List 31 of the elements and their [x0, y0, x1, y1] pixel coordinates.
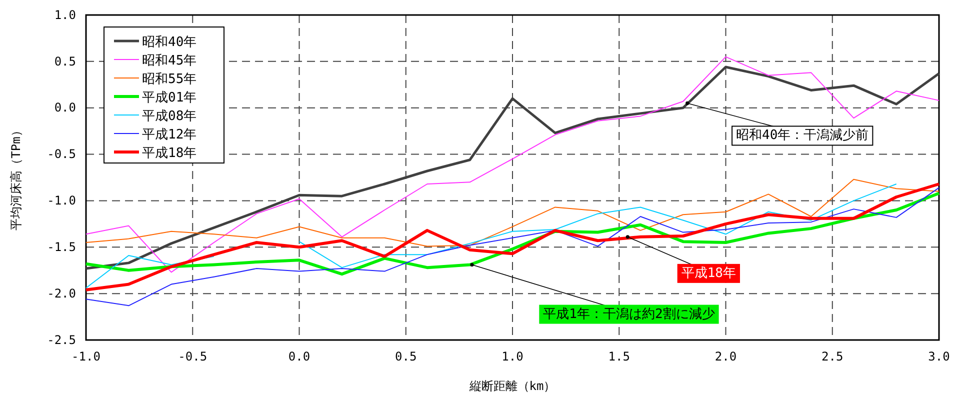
legend-label: 平成01年 — [142, 90, 197, 106]
annotation: 平成18年 — [681, 266, 736, 281]
legend-label: 平成18年 — [142, 146, 197, 161]
x-tick-label: 0.0 — [288, 350, 310, 364]
legend-label: 昭和40年 — [142, 35, 197, 50]
x-tick-label: 3.0 — [928, 350, 950, 364]
x-axis-title: 縦断距離（km） — [468, 379, 556, 393]
y-axis-title: 平均河床高（TPm） — [9, 124, 23, 230]
y-tick-label: 0.0 — [54, 100, 76, 115]
y-tick-label: -0.5 — [47, 147, 76, 162]
y-tick-label: -2.0 — [47, 286, 76, 300]
y-tick-label: -1.5 — [47, 240, 76, 254]
x-tick-label: -1.0 — [72, 350, 100, 364]
legend-label: 昭和55年 — [142, 72, 197, 87]
line-series — [86, 187, 940, 306]
x-tick-label: 2.0 — [714, 350, 737, 364]
y-tick-label: 0.5 — [54, 54, 76, 68]
x-tick-label: 0.5 — [395, 350, 417, 364]
y-tick-label: -2.5 — [47, 332, 76, 347]
annotation: 平成1年：干潟は約2割に減少 — [543, 306, 715, 322]
x-tick-label: 2.5 — [822, 350, 844, 364]
annotation: 昭和40年：干潟減少前 — [736, 128, 869, 144]
legend-label: 平成08年 — [142, 109, 197, 124]
y-tick-label: -1.0 — [47, 194, 76, 208]
x-tick-label: 1.5 — [608, 350, 630, 364]
legend-label: 平成12年 — [142, 128, 197, 142]
legend-label: 昭和45年 — [142, 54, 197, 68]
y-tick-label: 1.0 — [54, 8, 76, 22]
x-tick-label: 1.0 — [502, 350, 524, 364]
x-tick-label: -0.5 — [178, 350, 208, 364]
line-series — [86, 178, 940, 247]
